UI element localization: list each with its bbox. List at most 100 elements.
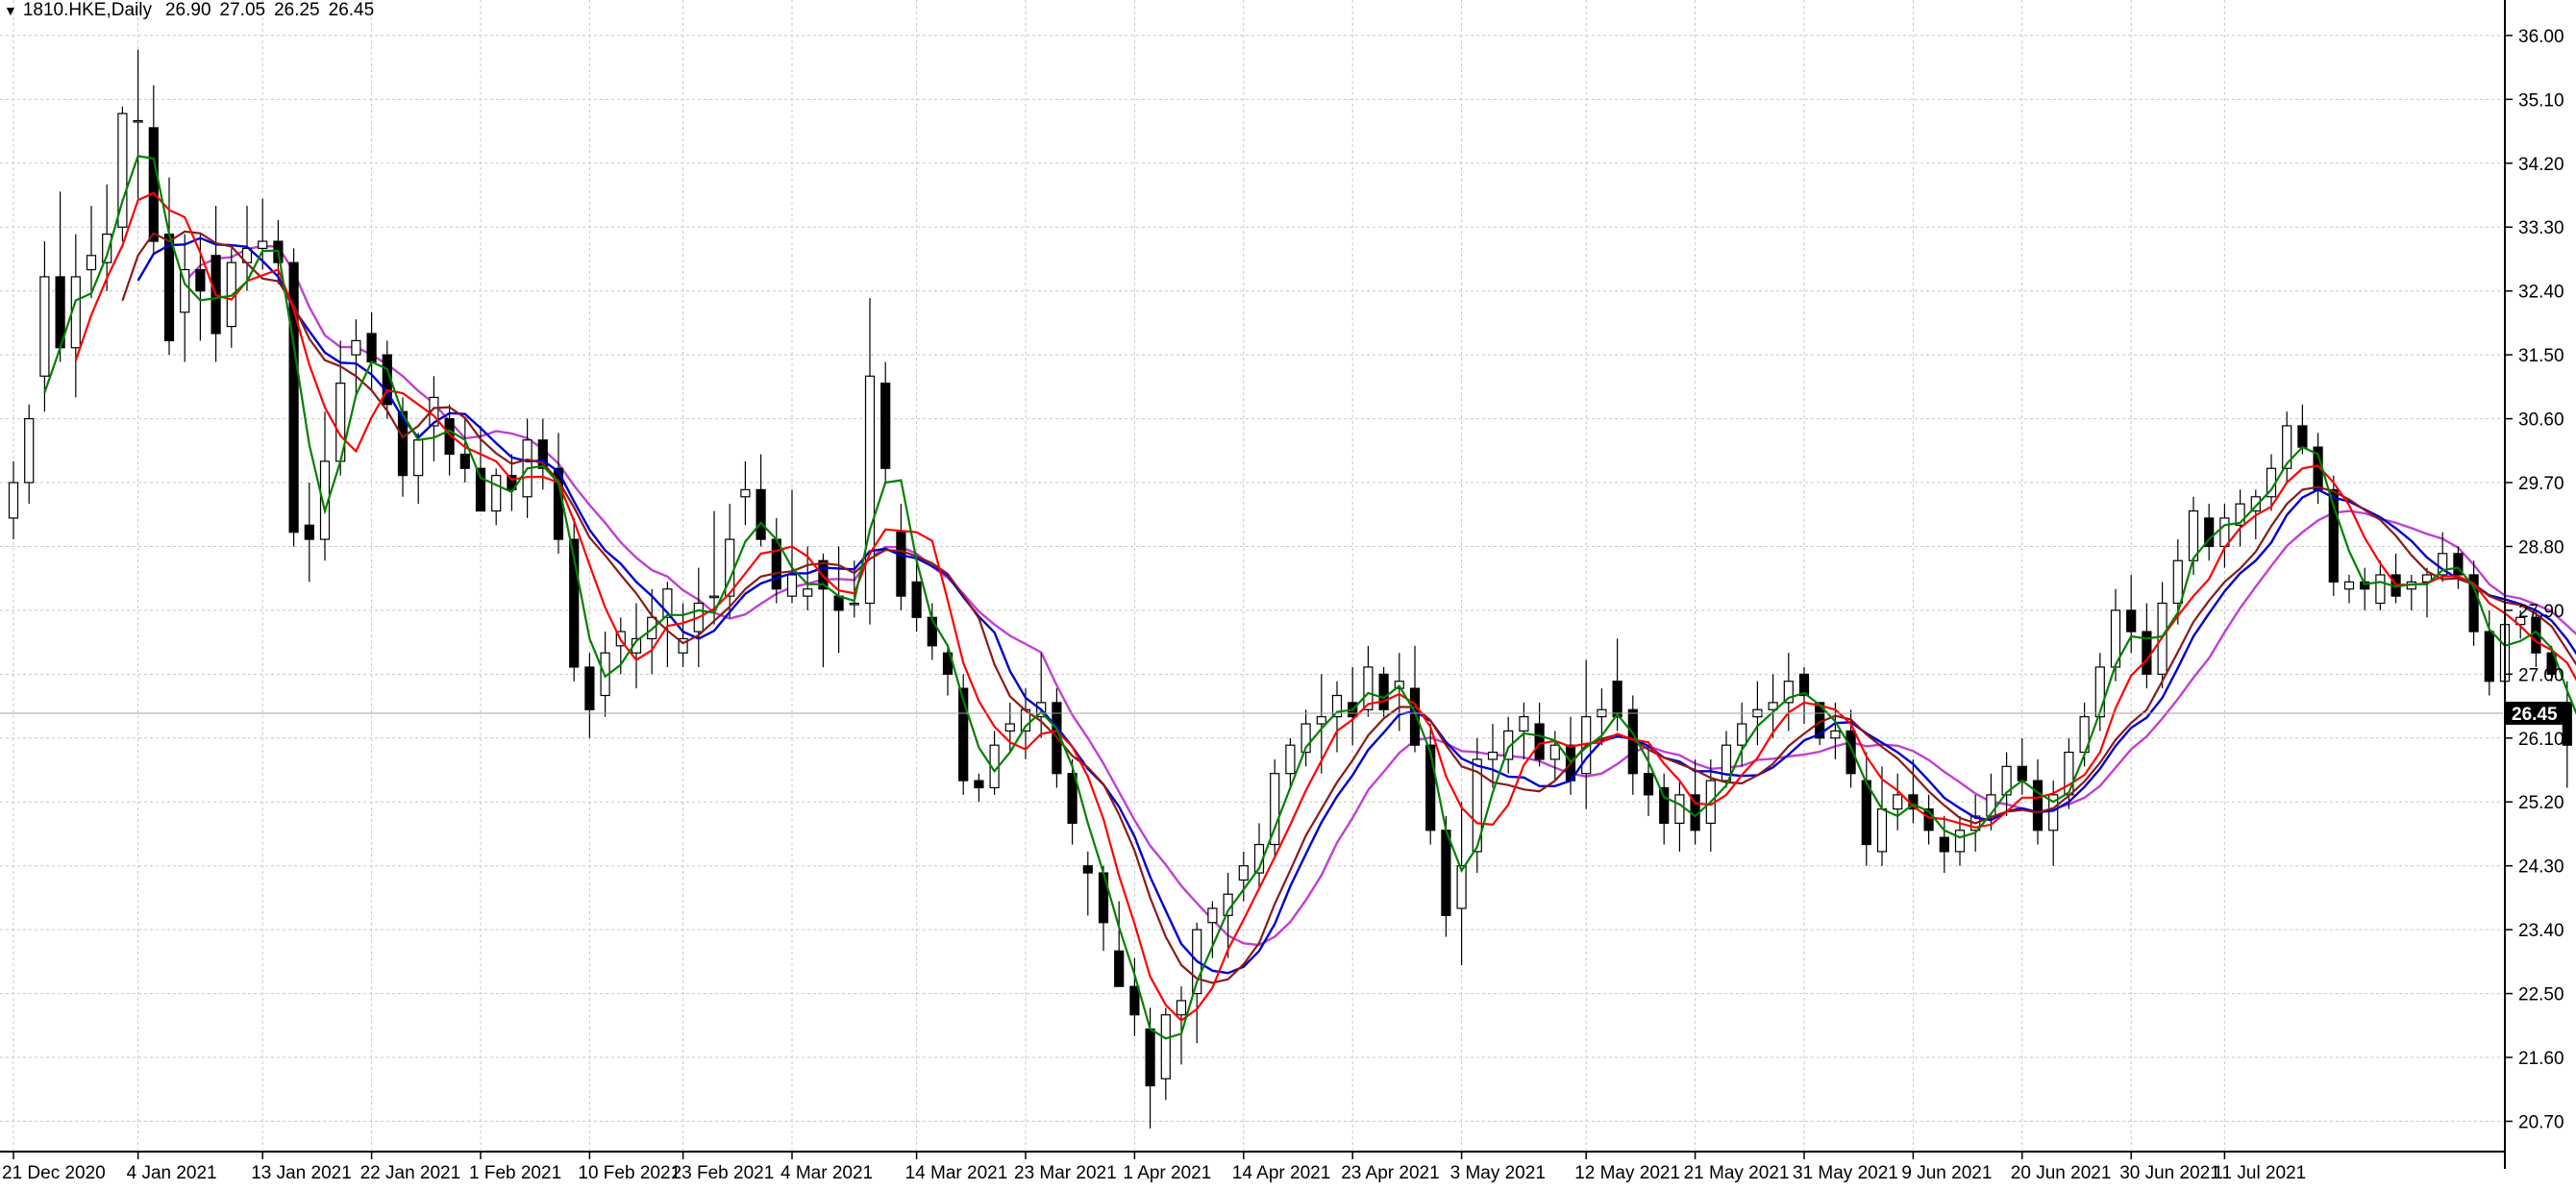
y-tick-label: 32.40 [2518,283,2564,303]
candle-body-up [2376,575,2385,604]
candle-body-up [2345,582,2354,588]
candle-body-down [585,667,594,709]
candle-body-up [1956,831,1965,852]
candle-body-down [756,489,765,539]
candle-body-up [1177,1001,1186,1015]
candle-body-up [741,489,750,496]
candle-body-up [1878,809,1887,852]
candle-body-down [1535,724,1544,759]
candle-body-up [2283,426,2291,468]
candle-body-up [1286,745,1295,774]
candle-body-up [1161,1015,1170,1079]
candle-body-down [1660,787,1669,823]
x-tick-label: 3 May 2021 [1450,1163,1546,1183]
candle-body-down [367,334,376,362]
y-tick-label: 34.20 [2518,155,2564,175]
candle-body-up [850,604,858,606]
x-tick-label: 21 May 2021 [1684,1163,1790,1183]
y-tick-label: 23.40 [2518,921,2564,941]
candle-body-up [1239,866,1248,881]
x-tick-label: 11 Jul 2021 [2213,1163,2306,1183]
x-tick-label: 1 Feb 2021 [469,1163,561,1183]
candle-body-down [1115,951,1124,986]
y-tick-label: 21.60 [2518,1049,2564,1069]
low-value: 26.25 [274,0,320,20]
x-tick-label: 13 Jan 2021 [251,1163,352,1183]
candle-body-down [305,525,313,539]
candle-body-up [352,340,360,355]
candle-body-down [1379,674,1388,709]
candle-body-up [414,440,423,476]
candle-body-up [1738,724,1746,745]
candle-body-up [2173,560,2182,603]
candle-body-up [40,277,49,376]
candle-body-up [1894,795,1902,809]
y-tick-label: 24.30 [2518,857,2564,878]
y-tick-label: 20.70 [2518,1112,2564,1132]
x-tick-label: 22 Jan 2021 [360,1163,461,1183]
candle-body-down [1146,1029,1154,1085]
x-tick-label: 4 Jan 2021 [127,1163,217,1183]
candle-body-down [460,454,469,468]
candle-body-up [866,376,875,603]
candle-body-up [25,419,34,483]
candle-body-down [1442,831,1450,916]
candle-body-up [1208,908,1217,923]
candle-body-up [1520,717,1528,732]
open-value: 26.90 [165,0,211,20]
y-tick-label: 31.50 [2518,346,2564,366]
candle-body-up [1317,717,1325,724]
candle-body-up [1675,795,1684,824]
x-tick-label: 30 Jun 2021 [2119,1163,2220,1183]
candle-body-down [2127,610,2136,632]
menu-triangle-icon[interactable]: ▼ [4,3,17,18]
candle-body-up [492,476,501,511]
x-tick-label: 4 Mar 2021 [780,1163,873,1183]
candle-body-up [259,241,267,248]
y-tick-label: 25.20 [2518,793,2564,813]
candle [289,248,298,546]
y-tick-label: 27.90 [2518,602,2564,622]
x-tick-label: 9 Jun 2021 [1901,1163,1992,1183]
x-tick-label: 1 Apr 2021 [1123,1163,1211,1183]
candle-body-up [10,483,18,518]
candle-body-down [477,468,485,510]
candle-body-up [1005,724,1014,731]
x-tick-label: 10 Feb 2021 [578,1163,681,1183]
y-tick-label: 30.60 [2518,410,2564,431]
candle-body-up [710,596,719,598]
y-tick-label: 28.80 [2518,537,2564,558]
candle-body-down [1083,866,1092,873]
candle-body-down [1645,774,1653,795]
x-tick-label: 23 Feb 2021 [672,1163,775,1183]
candle-body-up [134,121,142,123]
candle-body-down [1940,837,1948,852]
y-tick-label: 22.50 [2518,985,2564,1005]
candle-body-down [149,128,158,241]
close-value: 26.45 [329,0,375,20]
candle-body-down [2485,632,2493,682]
symbol-label: 1810.HKE,Daily [23,0,152,20]
candle-body-down [975,781,983,787]
candle-body-up [1550,745,1559,759]
candle-body-down [834,596,843,610]
candle-body-up [788,575,797,596]
candle-body-down [2034,781,2043,831]
x-tick-label: 12 May 2021 [1574,1163,1680,1183]
x-tick-label: 20 Jun 2021 [2011,1163,2112,1183]
x-tick-label: 31 May 2021 [1793,1163,1898,1183]
x-tick-label: 14 Apr 2021 [1232,1163,1330,1183]
candle-body-down [1426,745,1435,831]
x-tick-label: 23 Apr 2021 [1341,1163,1439,1183]
candle-body-up [1831,731,1840,737]
candle-body-up [2065,753,2073,795]
candle-body-up [2220,518,2229,547]
x-tick-label: 14 Mar 2021 [905,1163,1008,1183]
candle-body-down [1411,688,1420,745]
y-tick-label: 29.70 [2518,474,2564,494]
y-tick-label: 27.00 [2518,665,2564,685]
